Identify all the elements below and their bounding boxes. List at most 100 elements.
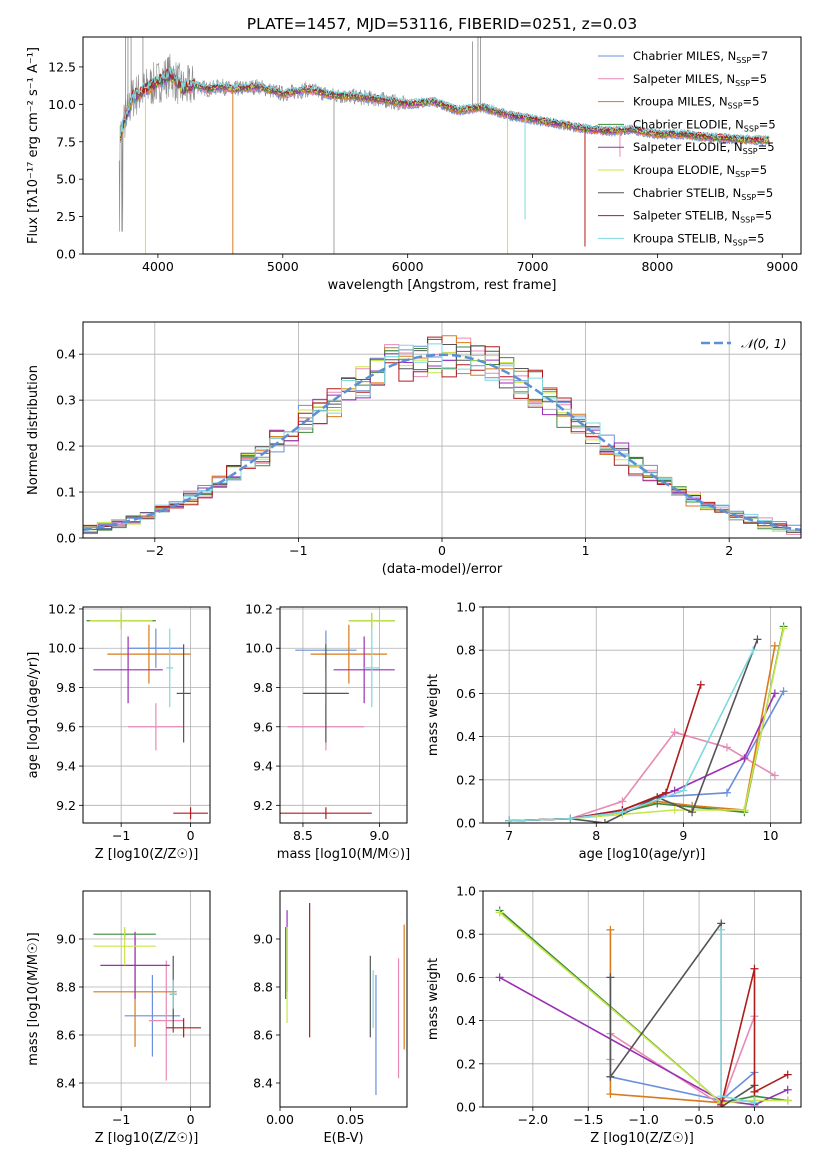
- weight-line-3: [509, 626, 785, 822]
- y-tick-label: 0.6: [456, 686, 476, 701]
- plot-area: [118, 37, 770, 254]
- plot-area: [83, 335, 801, 535]
- model-spectrum-8: [120, 66, 770, 141]
- y-tick-label: 8.6: [253, 1028, 273, 1043]
- weight-marker-5: [670, 806, 679, 815]
- legend-label-2: Kroupa MILES, NSSP=5: [633, 95, 759, 111]
- weight-marker-7: [750, 964, 759, 973]
- weight-marker-6: [600, 819, 609, 823]
- axes-frame: [82, 36, 802, 255]
- x-axis-label: Z [log10(Z/Z☉)]: [95, 1131, 199, 1146]
- weight-line-5: [509, 628, 785, 822]
- x-tick-label: 1: [582, 543, 590, 558]
- x-tick-label: −1: [112, 828, 130, 843]
- axes-frame: [279, 890, 408, 1108]
- weight-line-7: [720, 968, 789, 1105]
- y-tick-label: 0.2: [456, 772, 476, 787]
- legend-label-normal: 𝒩(0, 1): [741, 336, 787, 351]
- x-tick-label: 0: [438, 543, 446, 558]
- weight-marker-7: [750, 1087, 759, 1096]
- y-tick-label: 9.0: [253, 932, 273, 947]
- y-tick-label: 5.0: [56, 172, 76, 187]
- normal-curve: [83, 353, 801, 532]
- y-tick-label: 1.0: [456, 884, 476, 899]
- weight-marker-7: [661, 788, 670, 797]
- weight-line-2: [609, 929, 722, 1104]
- y-tick-label: 9.8: [253, 680, 273, 695]
- y-tick-label: 9.2: [253, 798, 273, 813]
- x-tick-label: 10: [763, 828, 779, 843]
- axes-frame: [82, 606, 211, 824]
- weight-marker-6: [753, 635, 762, 644]
- y-tick-label: 7.5: [56, 134, 76, 149]
- y-axis-label: mass [log10(M/M☉)]: [26, 932, 41, 1065]
- weight-marker-7: [696, 680, 705, 689]
- weight-marker-5: [779, 624, 788, 633]
- x-tick-label: 0.0: [745, 1112, 765, 1127]
- weight-marker-5: [495, 908, 504, 917]
- panel-mass_vs_Z: −1 0 8.4 8.6 8.8 9.0 Z [log10(Z/Z☉)] mass [log1…: [26, 890, 211, 1146]
- axes-frame: [482, 890, 802, 1108]
- y-tick-label: 9.8: [56, 680, 76, 695]
- weight-marker-4: [740, 754, 749, 763]
- y-tick-label: 9.0: [56, 932, 76, 947]
- y-tick-label: 0.0: [456, 1100, 476, 1115]
- y-tick-label: 0.0: [56, 247, 76, 262]
- y-tick-label: 8.8: [253, 980, 273, 995]
- y-tick-label: 8.6: [56, 1028, 76, 1043]
- x-tick-label: 7: [505, 828, 513, 843]
- legend-label-5: Kroupa ELODIE, NSSP=5: [633, 163, 767, 179]
- x-tick-label: 9000: [766, 259, 798, 274]
- legend-label-7: Salpeter STELIB, NSSP=5: [633, 209, 772, 225]
- x-axis-label: E(B-V): [323, 1131, 363, 1146]
- panel-massweight_vs_Z: −2.0 −1.5 −1.0 −0.5 0.0 0.0 0.2 0.4 0.6 0.8 1.0 Z […: [426, 884, 802, 1146]
- x-tick-label: 2: [725, 543, 733, 558]
- y-tick-label: 10.2: [245, 601, 273, 616]
- y-tick-label: 9.4: [56, 759, 76, 774]
- axes-frame: [82, 890, 211, 1108]
- weight-line-7: [509, 684, 702, 822]
- y-axis-label: Flux [fλ10⁻¹⁷ erg cm⁻² s⁻¹ A⁻¹]: [26, 47, 41, 244]
- weight-marker-2: [770, 641, 779, 650]
- x-tick-label: −1: [289, 543, 307, 558]
- plot-area: [280, 612, 395, 820]
- panel-residuals: −2 −1 0 1 2 0.0 0.1 0.2 0.3 0.4 (data-model)/error…: [26, 321, 802, 577]
- figure-title: PLATE=1457, MJD=53116, FIBERID=0251, z=0…: [247, 15, 637, 33]
- weight-marker-7: [783, 1070, 792, 1079]
- legend-label-6: Chabrier STELIB, NSSP=5: [633, 186, 773, 202]
- y-tick-label: 0.8: [456, 927, 476, 942]
- plot-area: [93, 927, 201, 1081]
- panel-mass_vs_EBV: 0.00 0.05 8.4 8.6 8.8 9.0 E(B-V): [253, 890, 408, 1146]
- y-tick-label: 0.4: [456, 729, 476, 744]
- weight-marker-5: [783, 1096, 792, 1105]
- y-tick-label: 8.8: [56, 980, 76, 995]
- x-tick-label: 7000: [517, 259, 549, 274]
- y-tick-label: 8.4: [253, 1076, 273, 1091]
- x-axis-label: Z [log10(Z/Z☉)]: [95, 847, 199, 862]
- x-tick-label: 9: [679, 828, 687, 843]
- y-tick-label: 9.6: [253, 719, 273, 734]
- y-axis-label: age [log10(age/yr)]: [26, 652, 41, 779]
- y-tick-label: 10.0: [48, 97, 76, 112]
- x-tick-label: −2: [146, 543, 164, 558]
- y-axis-label: Normed distribution: [26, 365, 41, 495]
- y-tick-label: 9.2: [56, 798, 76, 813]
- y-tick-label: 0.1: [56, 485, 76, 500]
- weight-marker-1: [670, 728, 679, 737]
- x-tick-label: −1.5: [573, 1112, 603, 1127]
- y-tick-label: 0.0: [456, 816, 476, 831]
- y-tick-label: 10.0: [245, 641, 273, 656]
- weight-marker-5: [740, 806, 749, 815]
- axes-frame: [279, 606, 408, 824]
- y-tick-label: 10.2: [48, 601, 76, 616]
- weight-marker-0: [722, 788, 731, 797]
- y-tick-label: 9.6: [56, 719, 76, 734]
- plot-area: [86, 612, 208, 820]
- y-axis-label: mass weight: [426, 674, 441, 756]
- y-axis-label: mass weight: [426, 958, 441, 1040]
- weight-marker-7: [717, 1100, 726, 1107]
- x-axis-label: (data-model)/error: [382, 562, 503, 577]
- weight-marker-6: [606, 973, 615, 982]
- x-tick-label: −2.0: [518, 1112, 548, 1127]
- x-axis-label: wavelength [Angstrom, rest frame]: [328, 278, 557, 293]
